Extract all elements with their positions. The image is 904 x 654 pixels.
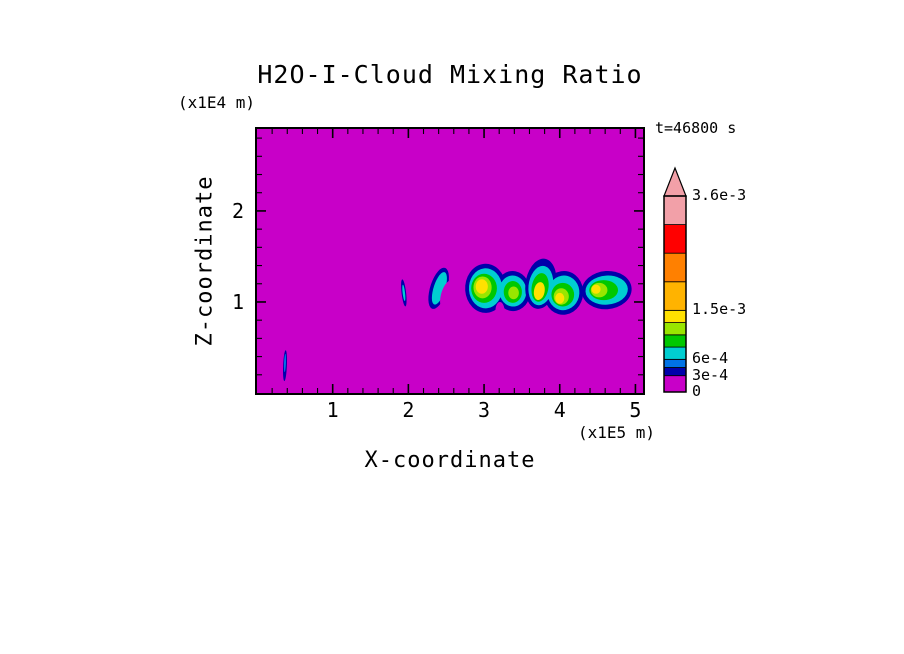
colorbar — [663, 166, 687, 393]
x-tick-label: 4 — [553, 398, 566, 422]
axis-ticks — [257, 129, 643, 393]
chart-title: H2O-I-Cloud Mixing Ratio — [257, 60, 643, 89]
cloud-contour-cell-c — [591, 284, 601, 294]
z-tick-label: 2 — [231, 198, 244, 223]
colorbar-segment — [663, 375, 687, 393]
cloud-contour-cell-a — [508, 286, 519, 300]
colorbar-segment — [663, 358, 687, 368]
colorbar-segment — [663, 195, 687, 225]
cloud-contour-crescent — [431, 272, 447, 305]
colorbar-label: 1.5e-3 — [692, 300, 747, 319]
colorbar-label: 3.6e-3 — [692, 186, 747, 204]
x-tick-label: 1 — [326, 398, 339, 422]
z-tick-label: 1 — [231, 289, 244, 314]
colorbar-segment — [663, 224, 687, 254]
cloud-contour-cell-b — [533, 282, 545, 300]
field-background — [257, 129, 643, 393]
colorbar-segment — [663, 367, 687, 377]
x-axis-title: X-coordinate — [364, 448, 536, 473]
colorbar-label: 6e-4 — [692, 349, 729, 368]
cloud-contour-wisp-left — [283, 353, 287, 373]
colorbar-label: 3e-4 — [692, 365, 729, 384]
colorbar-overflow-arrow — [663, 166, 687, 197]
colorbar-segment — [663, 309, 687, 323]
x-tick-label: 5 — [629, 398, 642, 422]
colorbar-segment — [663, 334, 687, 348]
x-axis-unit-label: (x1E5 m) — [577, 423, 655, 442]
colorbar-outline — [663, 195, 687, 393]
colorbar-segment — [663, 346, 687, 360]
plot-area — [255, 127, 645, 395]
time-annotation: t=46800 s — [655, 119, 737, 137]
colorbar-label: 0 — [692, 382, 702, 400]
colorbar-segment — [663, 252, 687, 283]
z-axis-unit-label: (x1E4 m) — [177, 93, 255, 112]
x-tick-label: 2 — [402, 398, 415, 422]
x-tick-label: 3 — [478, 398, 491, 422]
cloud-contour-cell-a — [495, 301, 505, 321]
contour-field — [257, 129, 643, 393]
cloud-contour-cell-a — [475, 279, 488, 294]
colorbar-segment — [663, 322, 687, 336]
cloud-contour-crescent — [440, 280, 456, 310]
colorbar-segment — [663, 281, 687, 311]
cloud-contour-cell-b — [555, 292, 565, 304]
cloud-contour-wisp-mid — [402, 284, 406, 301]
